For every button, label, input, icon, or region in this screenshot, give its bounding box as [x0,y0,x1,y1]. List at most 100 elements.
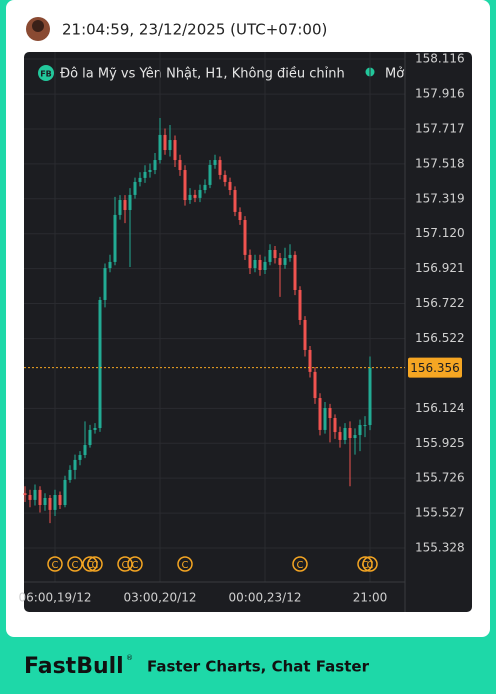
candle-body [133,181,137,195]
event-marker [362,556,378,572]
candle-body [63,479,67,506]
candle-body [68,469,72,480]
candle-body [253,260,257,269]
candle-body [233,190,237,212]
candle-body [178,160,182,171]
candle-body [258,260,262,270]
candle-body [338,432,342,440]
candle-body [208,164,212,185]
y-tick-label: 155.328 [415,540,465,554]
tagline: Faster Charts, Chat Faster [147,658,370,676]
candle-body [298,289,302,320]
candle-body [23,493,27,496]
candle-body [188,194,192,201]
candle-body [103,268,107,300]
candle-body [243,220,247,255]
candle-body [238,211,242,221]
candle-body [348,428,352,439]
candle-body [78,455,82,460]
candle-body [368,367,372,426]
candle-body [288,254,292,259]
y-tick-label: 155.925 [415,436,465,450]
candle-body [153,160,157,171]
candle-body [353,435,357,439]
candle-body [343,428,347,440]
timestamp: 21:04:59, 23/12/2025 (UTC+07:00) [62,21,327,39]
brand: FastBull [24,654,124,679]
candle-body [363,425,367,427]
y-tick-label: 157.916 [415,87,465,101]
y-tick-label: 157.120 [415,226,465,240]
candle-body [148,170,152,172]
event-label: C [362,560,369,571]
candle-body [73,459,77,470]
candle-body [118,200,122,215]
event-label: C [122,560,129,571]
candle-body [283,258,287,265]
event-label: C [92,560,99,571]
candle-body [328,408,332,419]
candle-body [308,349,312,372]
y-tick-label: 157.319 [415,191,465,205]
candle-body [88,429,92,446]
candle-body [268,250,272,262]
candle-body [123,200,127,211]
y-tick-label: 157.518 [415,156,465,170]
candle-body [333,418,337,433]
event-label: C [87,560,94,571]
y-tick-label: 155.527 [415,506,465,520]
candle-body [293,254,297,290]
candle-body [168,140,172,151]
event-label: C [72,560,79,571]
candle-body [323,408,327,430]
candle-body [273,250,277,259]
candle-body [43,497,47,506]
candle-body [158,134,162,161]
candle-body [248,254,252,269]
candle-body [53,495,57,510]
candle-body [278,258,282,265]
y-tick-label: 158.116 [415,52,465,66]
y-tick-label: 156.921 [415,261,465,275]
candle-body [218,160,222,175]
candle-body [48,497,52,510]
candle-body [98,299,102,429]
x-tick-label: 06:00,19/12 [19,591,92,605]
event-marker [47,556,63,572]
candle-body [193,194,197,198]
event-label: C [132,560,139,571]
candle-body [318,398,322,430]
event-label: C [367,560,374,571]
candle-body [28,495,32,500]
chart-title: Đô la Mỹ vs Yên Nhật, H1, Không điều chỉ… [60,67,345,82]
candle-body [303,319,307,350]
price-label-bg [408,357,462,378]
candle-body [163,134,167,151]
x-tick-label: 21:00 [353,591,388,605]
candle-body [58,495,62,506]
candle-body [203,184,207,191]
event-label: C [297,560,304,571]
badge [38,65,54,81]
event-marker [177,556,193,572]
candle-body [143,171,147,178]
x-tick-label: 00:00,23/12 [229,591,302,605]
candle-body [128,194,132,211]
event-marker [87,556,103,572]
event-marker [117,556,133,572]
candle-body [173,140,177,161]
y-tick-label: 155.726 [415,471,465,485]
y-tick-label: 156.522 [415,331,465,345]
candle-body [138,177,142,182]
status: Mở [385,67,404,82]
candle-body [198,190,202,198]
candle-body [313,371,317,399]
candle-body [108,261,112,269]
price-label: 156.356 [410,361,460,375]
event-marker [82,556,98,572]
candle-body [263,261,267,270]
candle-body [223,174,227,182]
candle-body [183,170,187,201]
y-tick-label: 156.722 [415,296,465,310]
